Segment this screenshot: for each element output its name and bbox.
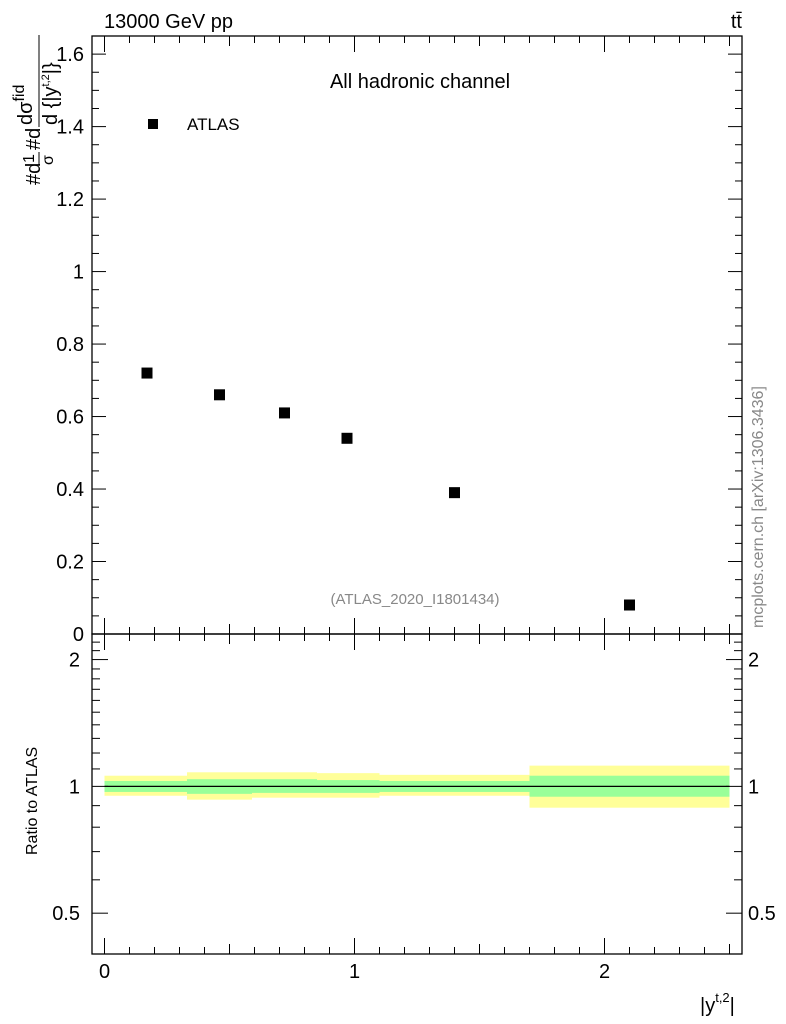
data-point — [624, 599, 635, 611]
ratio-y-tick-label-right: 0.5 — [748, 903, 776, 925]
xlabel-main: |y — [700, 995, 715, 1017]
svg-text:#d: #d — [23, 128, 45, 150]
main-y-tick-label: 0 — [73, 624, 84, 646]
svg-text:σ: σ — [40, 155, 57, 165]
main-y-tick-label: 0.8 — [56, 334, 84, 356]
svg-text:d {|yt,2|}: d {|yt,2|} — [40, 62, 62, 125]
ylabel-frac2-num: dσ — [15, 101, 37, 125]
xlabel-sup: t,2 — [715, 990, 729, 1005]
main-y-tick-label: 0.2 — [56, 552, 84, 574]
main-y-tick-label: 1.6 — [56, 44, 84, 66]
ylabel-frac1-den: σ — [40, 155, 57, 165]
main-panel: 0 0.2 0.4 0.6 0.8 1 1.2 1.4 1.6 All hadronic cha… — [56, 35, 743, 646]
svg-text:1: 1 — [21, 154, 38, 163]
side-label: mcplots.cern.ch [arXiv:1306.3436] — [750, 386, 767, 628]
main-y-tick-label: 0.4 — [56, 479, 84, 501]
data-point — [279, 407, 290, 419]
x-axis-label: |yt,2| — [700, 990, 735, 1017]
ylabel-frac2-den-close: |} — [40, 62, 62, 74]
ylabel-frac2-num-sup: fid — [11, 85, 28, 102]
ratio-y-label: Ratio to ATLAS — [24, 747, 41, 855]
ylabel-frac2-den-sup: t,2 — [40, 74, 52, 86]
main-points — [141, 367, 635, 611]
ratio-y-tick-label: 1 — [69, 776, 80, 798]
ratio-x-tick-label: 2 — [599, 961, 610, 983]
ylabel-mid: #d — [23, 128, 45, 150]
panel-title: All hadronic channel — [330, 71, 510, 93]
data-point — [141, 367, 153, 379]
main-y-label: #d 1 σ #d dσfid d {|yt,2|} — [11, 35, 62, 185]
ratio-x-tick-label: 1 — [349, 961, 360, 983]
ratio-y-tick-label: 0.5 — [52, 903, 80, 925]
data-point — [449, 487, 460, 499]
ratio-y-tick-label: 2 — [69, 650, 80, 672]
main-x-ticks — [104, 36, 730, 634]
xlabel-close: | — [730, 995, 735, 1017]
main-y-tick-label: 1.2 — [56, 189, 84, 211]
ylabel-part: #d — [23, 163, 45, 185]
data-point — [341, 432, 353, 444]
ratio-y-ticks: 0.5 0.5 1 1 2 2 — [52, 633, 776, 955]
svg-text:|yt,2|: |yt,2| — [700, 990, 735, 1017]
legend-label: ATLAS — [187, 115, 240, 134]
ratio-y-tick-label-right: 2 — [748, 650, 759, 672]
header-right: tt̄ — [731, 11, 743, 33]
ylabel-frac1-num: 1 — [21, 154, 38, 163]
main-y-tick-label: 0.6 — [56, 407, 84, 429]
main-y-ticks: 0 0.2 0.4 0.6 0.8 1 1.2 1.4 1.6 — [56, 35, 742, 646]
ratio-panel: 0.5 0.5 1 1 2 2 0 1 2 — [52, 633, 776, 983]
header-left: 13000 GeV pp — [104, 11, 233, 33]
legend-marker — [148, 119, 158, 129]
analysis-annotation: (ATLAS_2020_I1801434) — [330, 591, 499, 608]
svg-text:dσfid: dσfid — [11, 85, 37, 125]
main-y-tick-label: 1 — [73, 262, 84, 284]
svg-text:#d: #d — [23, 163, 45, 185]
ratio-y-tick-label-right: 1 — [748, 776, 759, 798]
data-point — [214, 389, 225, 401]
ratio-x-ticks: 0 1 2 — [99, 634, 730, 983]
ylabel-frac2-den: d {|y — [40, 86, 62, 125]
main-y-tick-label: 1.4 — [56, 117, 84, 139]
ratio-x-tick-label: 0 — [99, 961, 110, 983]
ratio-frame — [91, 633, 743, 955]
